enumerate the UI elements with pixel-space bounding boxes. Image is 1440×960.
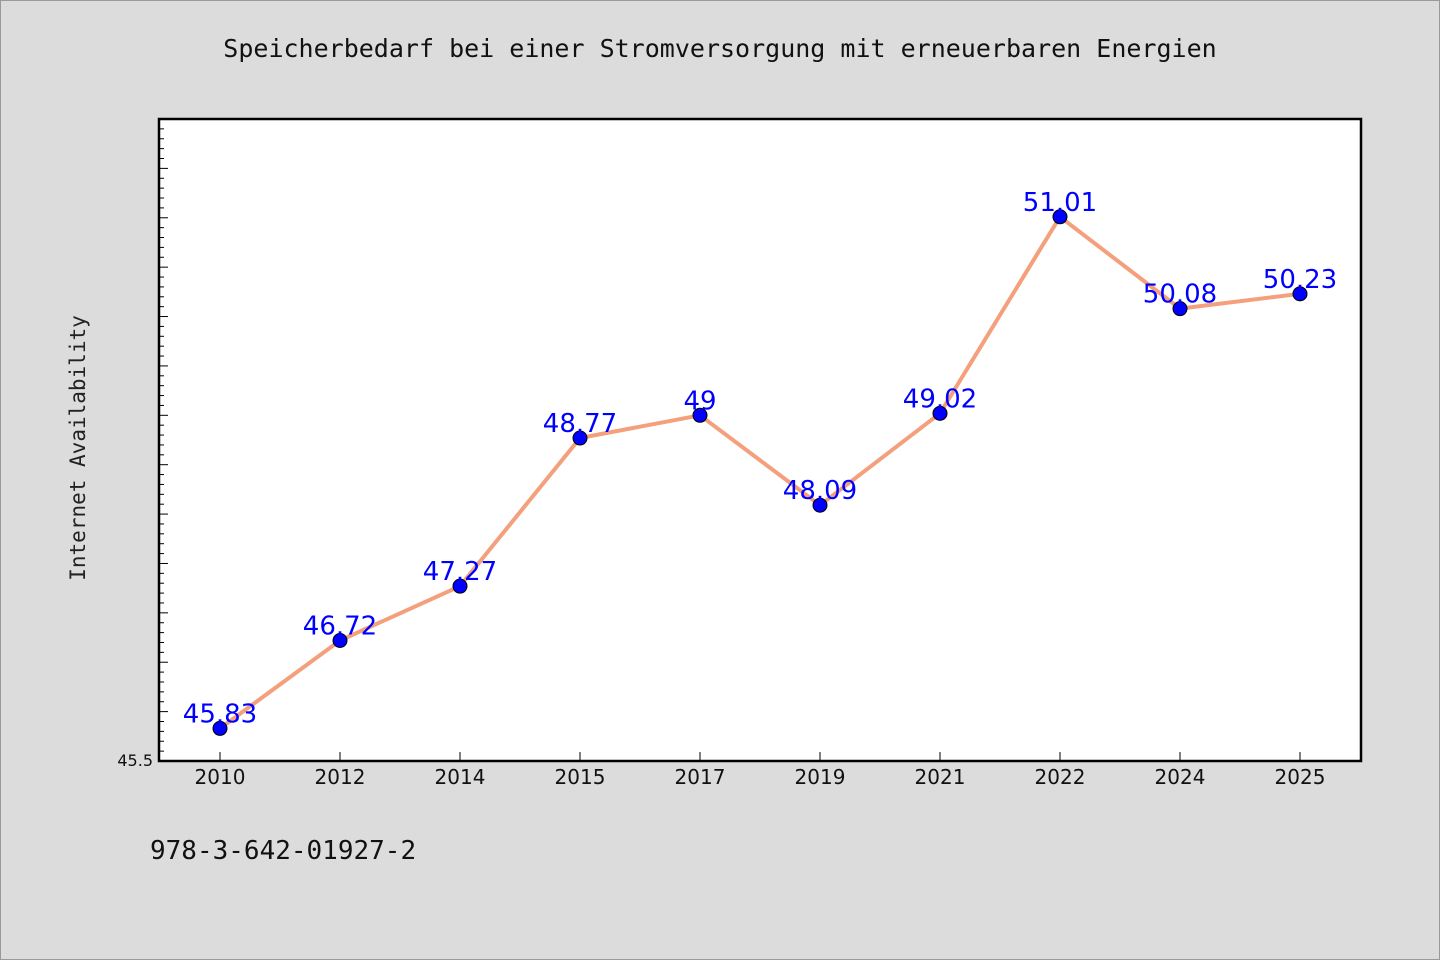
data-point xyxy=(212,720,228,736)
series-line xyxy=(218,214,1301,731)
data-label: 48.77 xyxy=(543,409,617,439)
x-tick-label: 2022 xyxy=(1035,765,1086,789)
x-tick-label: 2024 xyxy=(1155,765,1206,789)
x-tick-label: 2014 xyxy=(435,765,486,789)
data-label: 51.01 xyxy=(1023,188,1097,218)
x-tick-label: 2021 xyxy=(915,765,966,789)
isbn-footnote: 978-3-642-01927-2 xyxy=(150,836,417,866)
x-tick-label: 2012 xyxy=(315,765,366,789)
data-point xyxy=(572,430,588,446)
data-label: 50.08 xyxy=(1143,280,1217,310)
data-label: 50.23 xyxy=(1263,265,1337,295)
series-group: 45.83 46.72 47.27 48.77 49 48.09 49.02 51.01 50.… xyxy=(183,188,1337,736)
data-point xyxy=(692,407,708,423)
x-axis-ticks: 2010 2012 2014 2015 2017 2019 2021 2022 2024 2025 xyxy=(195,752,1326,789)
x-tick-label: 2025 xyxy=(1275,765,1326,789)
data-point xyxy=(1172,301,1188,317)
data-label: 46.72 xyxy=(303,612,377,642)
x-tick-label: 2017 xyxy=(675,765,726,789)
x-tick-label: 2010 xyxy=(195,765,246,789)
x-tick-label: 2019 xyxy=(795,765,846,789)
data-label: 48.09 xyxy=(783,476,857,506)
plot-area xyxy=(157,117,1363,763)
data-point xyxy=(812,497,828,513)
chart-title: Speicherbedarf bei einer Stromversorgung… xyxy=(223,34,1217,63)
data-label: 49.02 xyxy=(903,384,977,414)
data-label: 47.27 xyxy=(423,557,497,587)
data-point xyxy=(1292,286,1308,302)
data-label: 45.83 xyxy=(183,699,257,729)
data-point xyxy=(1052,209,1068,225)
data-point xyxy=(332,633,348,649)
data-label: 49 xyxy=(683,386,716,416)
y-axis-ticks: 45.5 xyxy=(117,118,168,770)
x-tick-label: 2015 xyxy=(555,765,606,789)
data-point xyxy=(452,578,468,594)
y-tick-label: 45.5 xyxy=(117,751,153,770)
data-point xyxy=(932,405,948,421)
